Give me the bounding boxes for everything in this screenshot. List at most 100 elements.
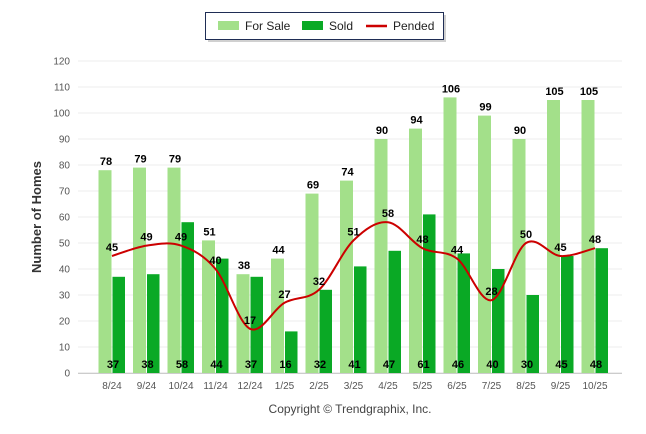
label-pended: 32 [313, 276, 325, 288]
bar-sold [181, 222, 194, 373]
bar-sold [319, 289, 332, 373]
label-for-sale: 51 [203, 226, 215, 238]
x-tick-label: 4/25 [378, 381, 398, 392]
label-sold: 37 [245, 359, 257, 371]
y-tick-label: 90 [59, 135, 71, 146]
label-pended: 49 [140, 232, 152, 244]
label-for-sale: 79 [134, 154, 146, 166]
y-tick-label: 100 [53, 109, 70, 120]
legend-item-for-sale[interactable]: For Sale [218, 19, 291, 33]
legend-item-sold[interactable]: Sold [302, 19, 353, 33]
bar-sold [250, 276, 263, 373]
label-pended: 40 [209, 255, 221, 267]
label-for-sale: 94 [410, 115, 423, 127]
label-sold: 48 [590, 359, 602, 371]
label-pended: 48 [416, 234, 428, 246]
label-pended: 51 [347, 226, 359, 238]
y-tick-label: 80 [59, 161, 71, 172]
legend-box [205, 12, 444, 40]
label-sold: 32 [314, 359, 326, 371]
bar-for-sale [98, 170, 112, 373]
bar-for-sale [512, 139, 526, 373]
label-sold: 44 [210, 359, 223, 371]
bar-for-sale [581, 100, 595, 373]
label-sold: 47 [383, 359, 395, 371]
bar-sold [112, 276, 125, 373]
label-sold: 40 [486, 359, 498, 371]
legend-swatch [218, 21, 239, 30]
label-for-sale: 38 [238, 260, 250, 272]
x-tick-label: 11/24 [203, 381, 228, 392]
bar-sold [285, 331, 298, 373]
bar-sold [526, 295, 539, 373]
x-tick-label: 9/25 [551, 381, 571, 392]
label-sold: 45 [555, 359, 567, 371]
label-pended: 48 [589, 234, 601, 246]
y-tick-label: 120 [53, 57, 70, 68]
bar-for-sale [374, 139, 388, 373]
label-sold: 46 [452, 359, 464, 371]
y-tick-label: 0 [64, 369, 70, 380]
copyright: Copyright © Trendgraphix, Inc. [269, 402, 432, 416]
y-tick-label: 30 [59, 291, 71, 302]
label-pended: 45 [554, 242, 566, 254]
label-pended: 45 [106, 242, 118, 254]
y-tick-label: 10 [59, 343, 71, 354]
label-for-sale: 78 [100, 156, 112, 168]
x-tick-label: 5/25 [413, 381, 433, 392]
bar-sold [388, 250, 401, 373]
bar-sold [561, 256, 574, 373]
bar-sold [354, 266, 367, 373]
y-tick-label: 70 [59, 187, 71, 198]
label-for-sale: 106 [442, 83, 460, 95]
label-for-sale: 105 [580, 86, 598, 98]
legend-label: Pended [393, 19, 434, 33]
bar-for-sale [443, 97, 457, 374]
bar-for-sale [202, 240, 215, 373]
label-pended: 49 [175, 232, 187, 244]
bar-for-sale [271, 258, 284, 373]
bar-sold [423, 214, 436, 373]
y-axis-label: Number of Homes [29, 161, 44, 273]
legend[interactable]: For Sale Sold Pended [205, 12, 447, 43]
x-tick-label: 8/25 [516, 381, 536, 392]
bar-for-sale [547, 100, 560, 373]
label-for-sale: 74 [341, 167, 354, 179]
label-pended: 28 [485, 286, 497, 298]
bar-sold [457, 253, 470, 373]
label-pended: 50 [520, 229, 532, 241]
bar-for-sale [236, 274, 250, 373]
label-sold: 61 [417, 359, 429, 371]
label-for-sale: 105 [545, 86, 563, 98]
x-tick-label: 1/25 [275, 381, 295, 392]
y-tick-label: 110 [54, 83, 70, 94]
legend-label: Sold [329, 19, 353, 33]
bar-sold [147, 274, 160, 373]
y-tick-label: 40 [59, 265, 71, 276]
label-sold: 41 [348, 359, 360, 371]
label-sold: 37 [107, 359, 119, 371]
x-tick-label: 12/24 [237, 381, 262, 392]
legend-item-pended[interactable]: Pended [366, 19, 434, 33]
x-tick-label: 3/25 [344, 381, 364, 392]
x-tick-label: 6/25 [447, 381, 467, 392]
label-sold: 58 [176, 359, 188, 371]
label-sold: 16 [279, 359, 291, 371]
label-for-sale: 90 [514, 125, 526, 137]
label-pended: 58 [382, 208, 394, 220]
label-for-sale: 69 [307, 180, 319, 192]
x-tick-label: 7/25 [482, 381, 502, 392]
legend-label: For Sale [245, 19, 291, 33]
label-for-sale: 99 [479, 102, 491, 114]
pended-line-layer [111, 221, 596, 331]
label-pended: 44 [451, 245, 464, 257]
x-tick-label: 9/24 [137, 381, 157, 392]
x-axis: 8/24 9/24 10/24 11/24 12/24 1/25 2/25 3/25 4/25 5… [78, 373, 622, 392]
x-tick-label: 10/25 [582, 381, 607, 392]
label-for-sale: 90 [376, 125, 388, 137]
y-tick-label: 60 [59, 213, 71, 224]
bar-sold [595, 248, 608, 373]
label-for-sale: 79 [169, 154, 181, 166]
bar-sold [216, 258, 229, 373]
